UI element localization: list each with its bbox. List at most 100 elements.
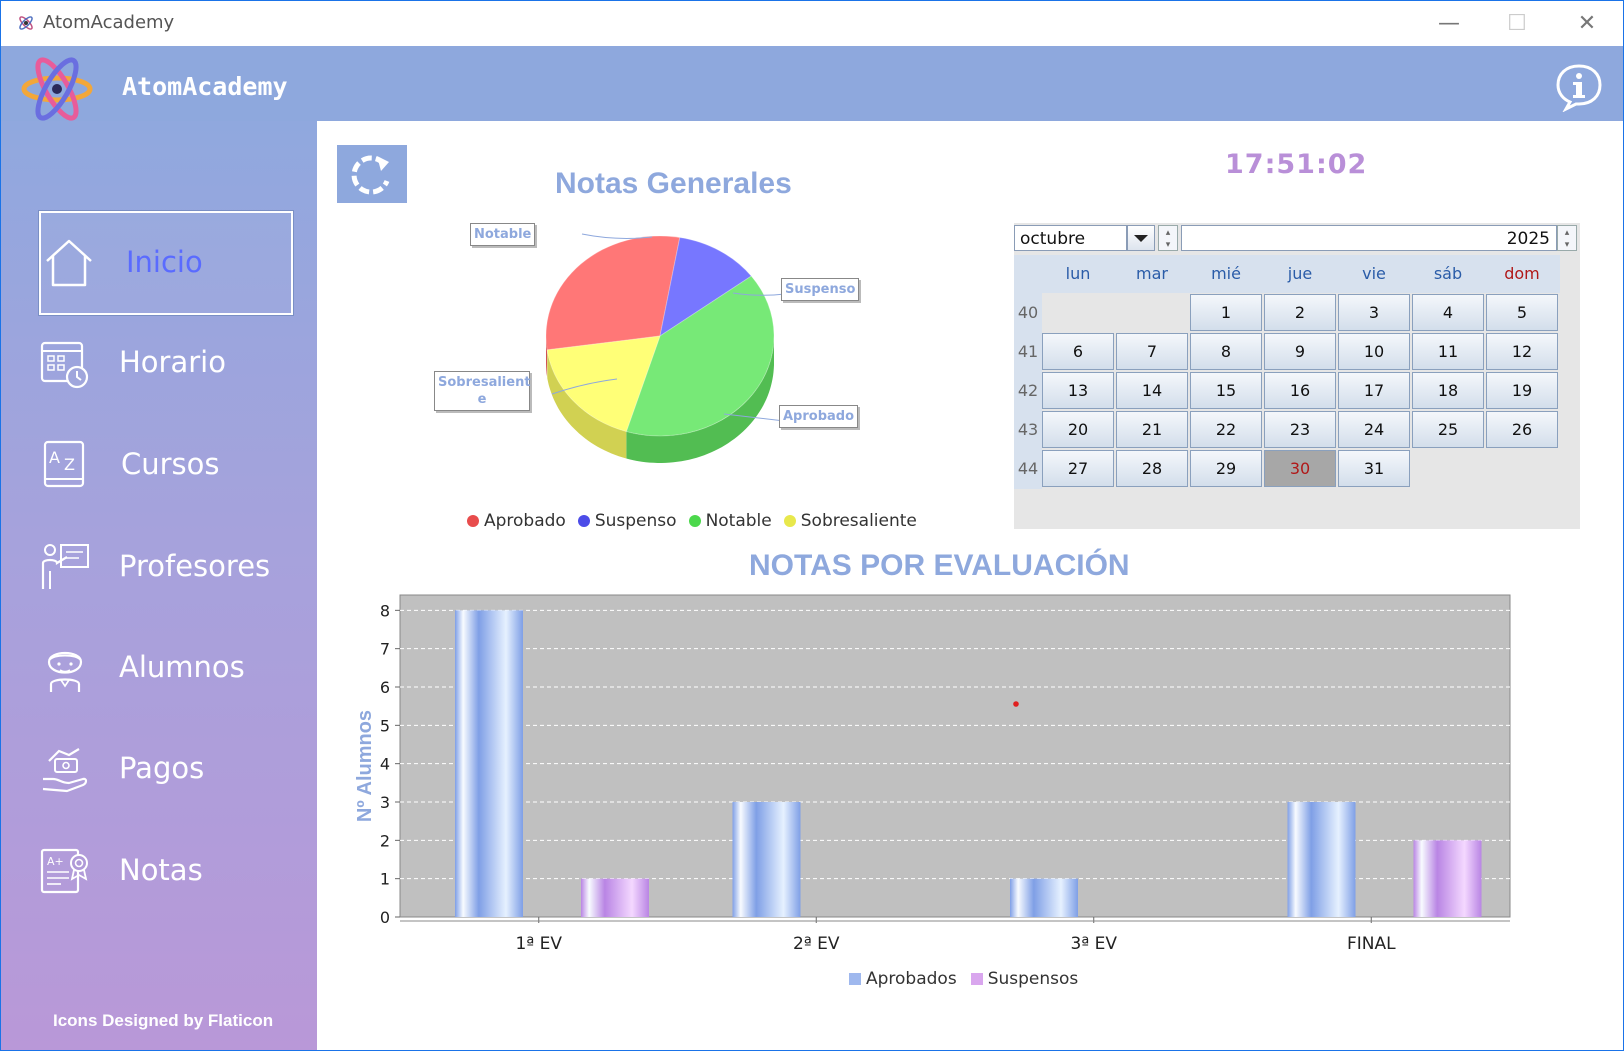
legend-item-sobresaliente: Sobresaliente — [783, 511, 917, 531]
sidebar-item-profesores[interactable]: Profesores — [39, 517, 289, 617]
calendar-day[interactable]: 3 — [1338, 294, 1410, 331]
calendar-day[interactable]: 6 — [1042, 333, 1114, 370]
legend-label: Sobresaliente — [800, 511, 917, 531]
payment-hand-icon — [42, 748, 88, 793]
refresh-button[interactable] — [337, 145, 407, 203]
year-spinner[interactable]: ▴ ▾ — [1557, 225, 1577, 251]
y-tick-label: 0 — [380, 908, 390, 927]
calendar-day[interactable]: 1 — [1190, 294, 1262, 331]
calendar-day[interactable]: 21 — [1116, 411, 1188, 448]
svg-text:A: A — [49, 448, 60, 467]
svg-text:A+: A+ — [47, 855, 64, 868]
sidebar-item-horario[interactable]: Horario — [39, 313, 289, 413]
legend-label: Suspensos — [987, 969, 1079, 989]
calendar-day[interactable]: 15 — [1190, 372, 1262, 409]
weekday-header: dom — [1504, 264, 1540, 283]
calendar-day[interactable]: 23 — [1264, 411, 1336, 448]
close-button[interactable]: ✕ — [1577, 11, 1597, 36]
month-select[interactable]: octubre — [1014, 225, 1127, 251]
pie-label-aprobado: Aprobado — [779, 405, 859, 428]
app-header: AtomAcademy — [1, 46, 1623, 121]
week-number: 44 — [1014, 449, 1042, 489]
main-content: Notas Generales 17:51:02 Notable Suspens… — [317, 121, 1623, 1050]
calendar-day[interactable]: 11 — [1412, 333, 1484, 370]
calendar-day[interactable]: 27 — [1042, 450, 1114, 487]
maximize-button[interactable]: ☐ — [1507, 11, 1527, 36]
weekday-header-row — [1042, 255, 1560, 293]
calendar-day[interactable]: 29 — [1190, 450, 1262, 487]
calendar-day[interactable]: 30 — [1264, 450, 1336, 487]
legend-label: Aprobado — [484, 511, 566, 531]
pie-leader-line — [551, 378, 618, 395]
sidebar-item-label: Notas — [119, 853, 203, 887]
legend-dot — [467, 515, 479, 527]
sidebar-item-label: Alumnos — [119, 650, 245, 684]
calendar-day[interactable]: 17 — [1338, 372, 1410, 409]
book-az-icon: A Z — [43, 440, 85, 488]
sidebar-item-label: Profesores — [119, 549, 271, 583]
week-number: 42 — [1014, 371, 1042, 411]
sidebar-item-inicio[interactable]: Inicio — [39, 211, 293, 315]
calendar-day[interactable]: 13 — [1042, 372, 1114, 409]
pie-slice-notable — [625, 275, 775, 437]
weekday-header: sáb — [1433, 264, 1463, 283]
legend-dot — [688, 515, 701, 527]
calendar-day[interactable]: 8 — [1190, 333, 1262, 370]
calendar-day[interactable]: 20 — [1042, 411, 1114, 448]
sidebar-item-cursos[interactable]: A Z Cursos — [39, 415, 289, 515]
calendar-day[interactable]: 31 — [1338, 450, 1410, 487]
calendar-day[interactable]: 2 — [1264, 294, 1336, 331]
atom-logo-icon — [21, 57, 93, 121]
calendar-day[interactable]: 4 — [1412, 294, 1484, 331]
student-icon — [47, 651, 83, 692]
sidebar-item-notas[interactable]: A+ Notas — [39, 821, 289, 921]
legend-label: Aprobados — [866, 969, 957, 989]
calendar-day[interactable]: 26 — [1486, 411, 1558, 448]
weekday-header: vie — [1362, 264, 1386, 283]
y-tick-label: 4 — [380, 755, 390, 774]
calendar-day[interactable]: 24 — [1338, 411, 1410, 448]
sidebar-item-label: Inicio — [126, 245, 203, 279]
minimize-button[interactable]: — — [1438, 11, 1460, 36]
week-number: 43 — [1014, 410, 1042, 450]
weekday-header: mar — [1136, 264, 1168, 283]
calendar-day[interactable]: 18 — [1412, 372, 1484, 409]
sidebar-item-alumnos[interactable]: Alumnos — [39, 618, 289, 718]
calendar-day[interactable]: 14 — [1116, 372, 1188, 409]
legend-item-notable: Notable — [688, 511, 772, 531]
calendar-day[interactable]: 22 — [1190, 411, 1262, 448]
calendar-day[interactable]: 16 — [1264, 372, 1336, 409]
pie-legend: Aprobado Suspenso Notable Sobresaliente — [467, 511, 917, 531]
marker-dot — [1013, 701, 1019, 707]
calendar-day[interactable]: 12 — [1486, 333, 1558, 370]
calendar-day[interactable]: 5 — [1486, 294, 1558, 331]
year-field[interactable]: 2025 — [1181, 225, 1557, 251]
legend-swatch — [849, 973, 861, 985]
legend-dot — [783, 515, 796, 527]
calendar-day[interactable]: 28 — [1116, 450, 1188, 487]
y-axis-label: Nº Alumnos — [354, 710, 376, 822]
x-tick-label: 2ª EV — [793, 934, 840, 954]
chevron-down-icon — [1134, 235, 1148, 242]
calendar-day[interactable]: 7 — [1116, 333, 1188, 370]
month-dropdown-button[interactable] — [1127, 225, 1155, 251]
month-spinner[interactable]: ▴ ▾ — [1158, 225, 1178, 251]
calendar-day[interactable]: 19 — [1486, 372, 1558, 409]
clock-display: 17:51:02 — [1225, 149, 1368, 180]
info-icon[interactable] — [1554, 62, 1604, 112]
atom-app-icon — [19, 16, 33, 30]
pie-slice-aprobado — [545, 235, 681, 351]
sidebar-item-label: Pagos — [119, 751, 205, 785]
bar-aprobados — [1287, 802, 1356, 917]
legend-item-suspensos: Suspensos — [970, 969, 1079, 989]
pie-slice-side — [626, 338, 774, 463]
calendar-day[interactable]: 25 — [1412, 411, 1484, 448]
weekday-header: mié — [1211, 264, 1241, 283]
calendar-day[interactable]: 10 — [1338, 333, 1410, 370]
bar-chart: 0 1 2 3 4 5 6 7 8 Nº Alumnos 1ª EV 2ª EV 3ª EV FINAL — [354, 594, 1511, 954]
calendar-day[interactable]: 9 — [1264, 333, 1336, 370]
y-tick-label: 2 — [380, 831, 390, 850]
legend-item-suspenso: Suspenso — [577, 511, 677, 531]
sidebar-item-pagos[interactable]: Pagos — [39, 719, 289, 819]
bar-legend: Aprobados Suspensos — [849, 969, 1078, 989]
